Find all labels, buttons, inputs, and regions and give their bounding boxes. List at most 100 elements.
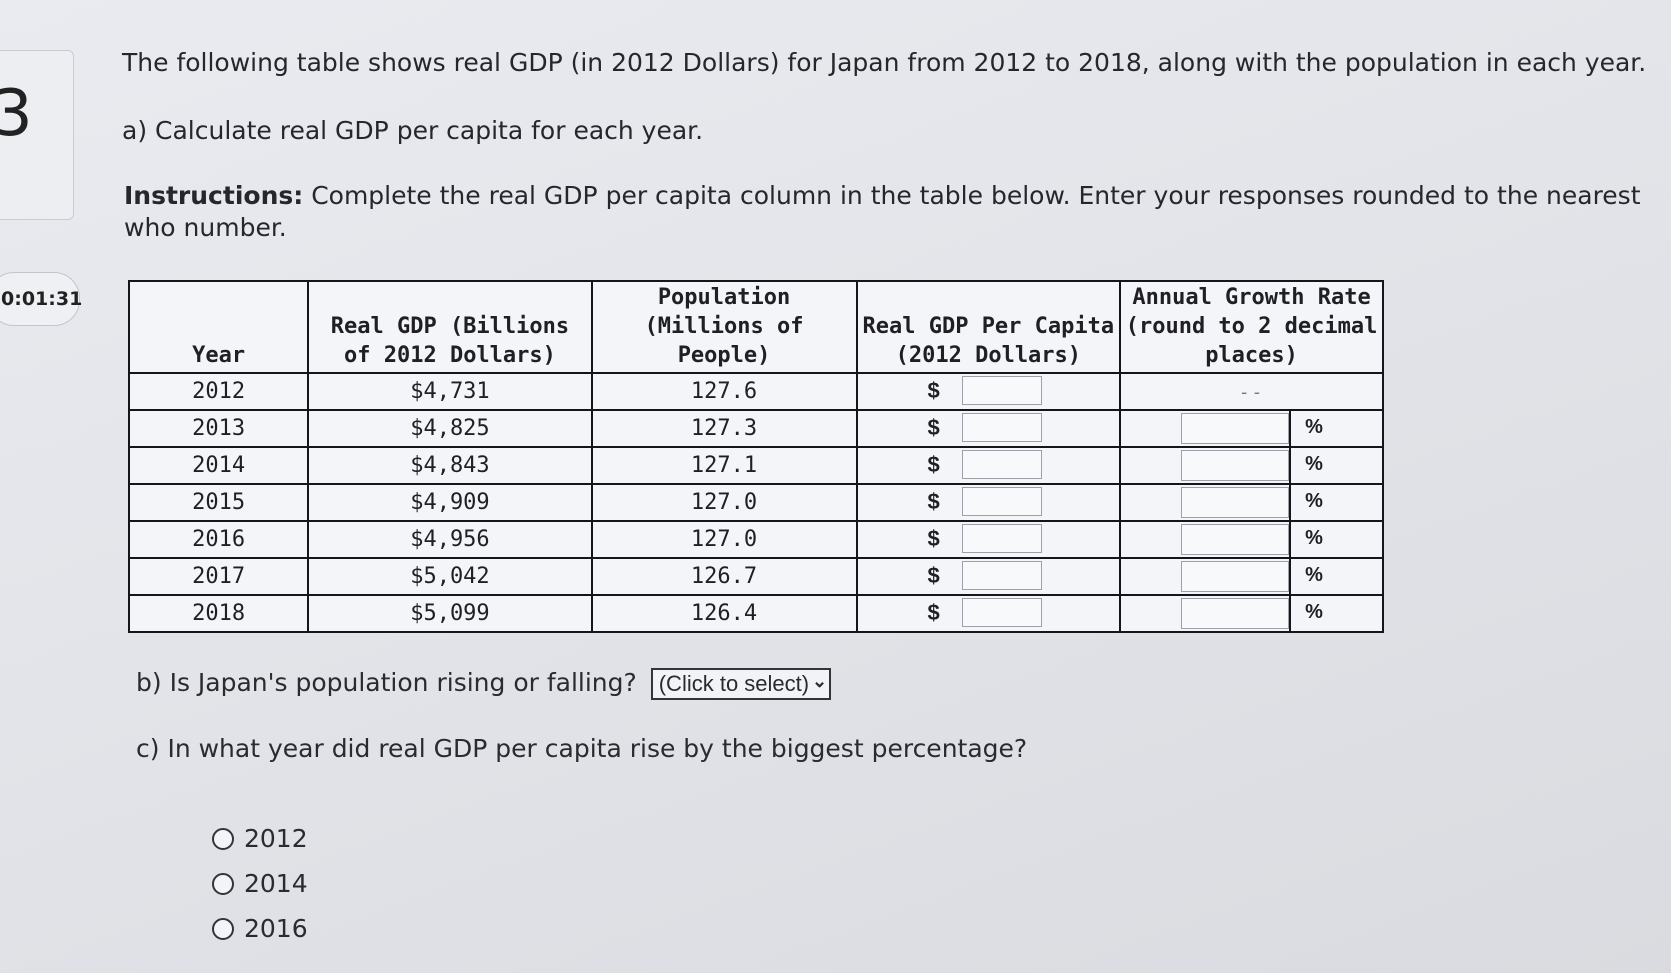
percent-sign: % (1305, 527, 1323, 549)
table-row: 2012 $4,731 127.6 $ -- (127, 372, 1384, 411)
gdp-per-capita-input[interactable] (961, 561, 1042, 590)
cell-real-gdp: $4,825 (307, 409, 593, 448)
dollar-sign: $ (927, 563, 940, 588)
header-population: Population (Millions of People) (590, 280, 858, 374)
gdp-per-capita-input[interactable] (961, 524, 1042, 553)
option-label: 2012 (244, 824, 308, 853)
growth-rate-input[interactable] (1181, 487, 1290, 518)
cell-growth-rate: % (1119, 483, 1384, 522)
prompt-text: The following table shows real GDP (in 2… (122, 48, 1647, 77)
cell-year: 2012 (127, 372, 310, 411)
population-trend-select[interactable]: (Click to select) ⌄ (650, 668, 832, 700)
cell-year: 2015 (127, 483, 310, 522)
cell-year: 2016 (127, 520, 310, 559)
instructions: Instructions: Complete the real GDP per … (124, 180, 1671, 244)
growth-rate-input[interactable] (1181, 413, 1290, 444)
cell-population: 127.0 (590, 483, 858, 522)
cell-divider (1289, 485, 1292, 520)
cell-growth-rate: % (1119, 557, 1384, 596)
cell-growth-rate-na: -- (1119, 372, 1384, 411)
cell-population: 127.0 (590, 520, 858, 559)
cell-real-gdp: $4,956 (307, 520, 593, 559)
table-row: 2016 $4,956 127.0 $% (127, 520, 1384, 559)
growth-placeholder: -- (1238, 382, 1265, 403)
dollar-sign: $ (927, 452, 940, 477)
cell-divider (1289, 522, 1292, 557)
radio-icon[interactable] (212, 917, 234, 940)
gdp-per-capita-input[interactable] (961, 487, 1042, 516)
option-2016[interactable]: 2016 (212, 914, 308, 943)
option-label: 2016 (244, 914, 308, 943)
option-2014[interactable]: 2014 (212, 869, 308, 898)
timer: 0:01:31 (0, 272, 82, 326)
gdp-per-capita-input[interactable] (961, 413, 1042, 442)
cell-real-gdp: $4,731 (307, 372, 593, 411)
header-real-gdp: Real GDP (Billions of 2012 Dollars) (307, 280, 593, 374)
growth-rate-input[interactable] (1181, 598, 1290, 629)
table-row: 2017 $5,042 126.7 $% (127, 557, 1384, 596)
radio-icon[interactable] (212, 827, 234, 850)
percent-sign: % (1305, 453, 1323, 475)
header-growth-rate: Annual Growth Rate (round to 2 decimal p… (1119, 280, 1384, 374)
cell-divider (1289, 411, 1292, 446)
cell-growth-rate: % (1119, 520, 1384, 559)
instructions-text: Complete the real GDP per capita column … (124, 181, 1641, 242)
instructions-label: Instructions: (124, 181, 304, 210)
growth-rate-input[interactable] (1181, 450, 1290, 481)
cell-real-gdp: $4,843 (307, 446, 593, 485)
cell-year: 2018 (127, 594, 310, 633)
gdp-table: Year Real GDP (Billions of 2012 Dollars)… (127, 280, 1384, 633)
cell-population: 126.4 (590, 594, 858, 633)
part-b: b) Is Japan's population rising or falli… (136, 668, 832, 700)
cell-population: 127.6 (590, 372, 858, 411)
cell-divider (1289, 559, 1292, 594)
part-a-text: a) Calculate real GDP per capita for eac… (122, 116, 704, 145)
cell-real-gdp: $5,042 (307, 557, 593, 596)
table-row: 2014 $4,843 127.1 $% (127, 446, 1384, 485)
percent-sign: % (1305, 564, 1323, 586)
table-row: 2013 $4,825 127.3 $% (127, 409, 1384, 448)
table-row: 2018 $5,099 126.4 $% (127, 594, 1384, 633)
cell-gdp-per-capita: $ (855, 483, 1122, 522)
growth-rate-input[interactable] (1181, 524, 1290, 555)
cell-gdp-per-capita: $ (855, 594, 1122, 633)
cell-real-gdp: $4,909 (307, 483, 593, 522)
cell-gdp-per-capita: $ (855, 446, 1122, 485)
percent-sign: % (1305, 416, 1323, 438)
percent-sign: % (1305, 601, 1323, 623)
radio-icon[interactable] (212, 872, 234, 895)
cell-divider (1289, 596, 1292, 631)
cell-gdp-per-capita: $ (855, 372, 1122, 411)
header-gdp-per-capita: Real GDP Per Capita (2012 Dollars) (855, 280, 1122, 374)
dollar-sign: $ (927, 489, 940, 514)
select-label: (Click to select) (658, 671, 810, 696)
cell-gdp-per-capita: $ (855, 520, 1122, 559)
question-number-panel (0, 50, 74, 220)
gdp-per-capita-input[interactable] (961, 450, 1042, 479)
gdp-per-capita-input[interactable] (961, 376, 1042, 405)
cell-real-gdp: $5,099 (307, 594, 593, 633)
cell-year: 2017 (127, 557, 310, 596)
part-c-question: c) In what year did real GDP per capita … (136, 734, 1028, 763)
question-number: 3 (0, 77, 33, 151)
cell-population: 127.3 (590, 409, 858, 448)
cell-gdp-per-capita: $ (855, 409, 1122, 448)
cell-growth-rate: % (1119, 409, 1384, 448)
part-b-question: b) Is Japan's population rising or falli… (136, 668, 637, 697)
cell-growth-rate: % (1119, 594, 1384, 633)
cell-year: 2014 (127, 446, 310, 485)
table-row: 2015 $4,909 127.0 $% (127, 483, 1384, 522)
dollar-sign: $ (927, 415, 940, 440)
cell-growth-rate: % (1119, 446, 1384, 485)
gdp-per-capita-input[interactable] (961, 598, 1042, 627)
chevron-down-icon: ⌄ (812, 671, 828, 691)
dollar-sign: $ (927, 600, 940, 625)
option-2012[interactable]: 2012 (212, 824, 308, 853)
growth-rate-input[interactable] (1181, 561, 1290, 592)
cell-gdp-per-capita: $ (855, 557, 1122, 596)
dollar-sign: $ (927, 526, 940, 551)
header-year: Year (127, 280, 310, 374)
dollar-sign: $ (927, 378, 940, 403)
percent-sign: % (1305, 490, 1323, 512)
cell-year: 2013 (127, 409, 310, 448)
